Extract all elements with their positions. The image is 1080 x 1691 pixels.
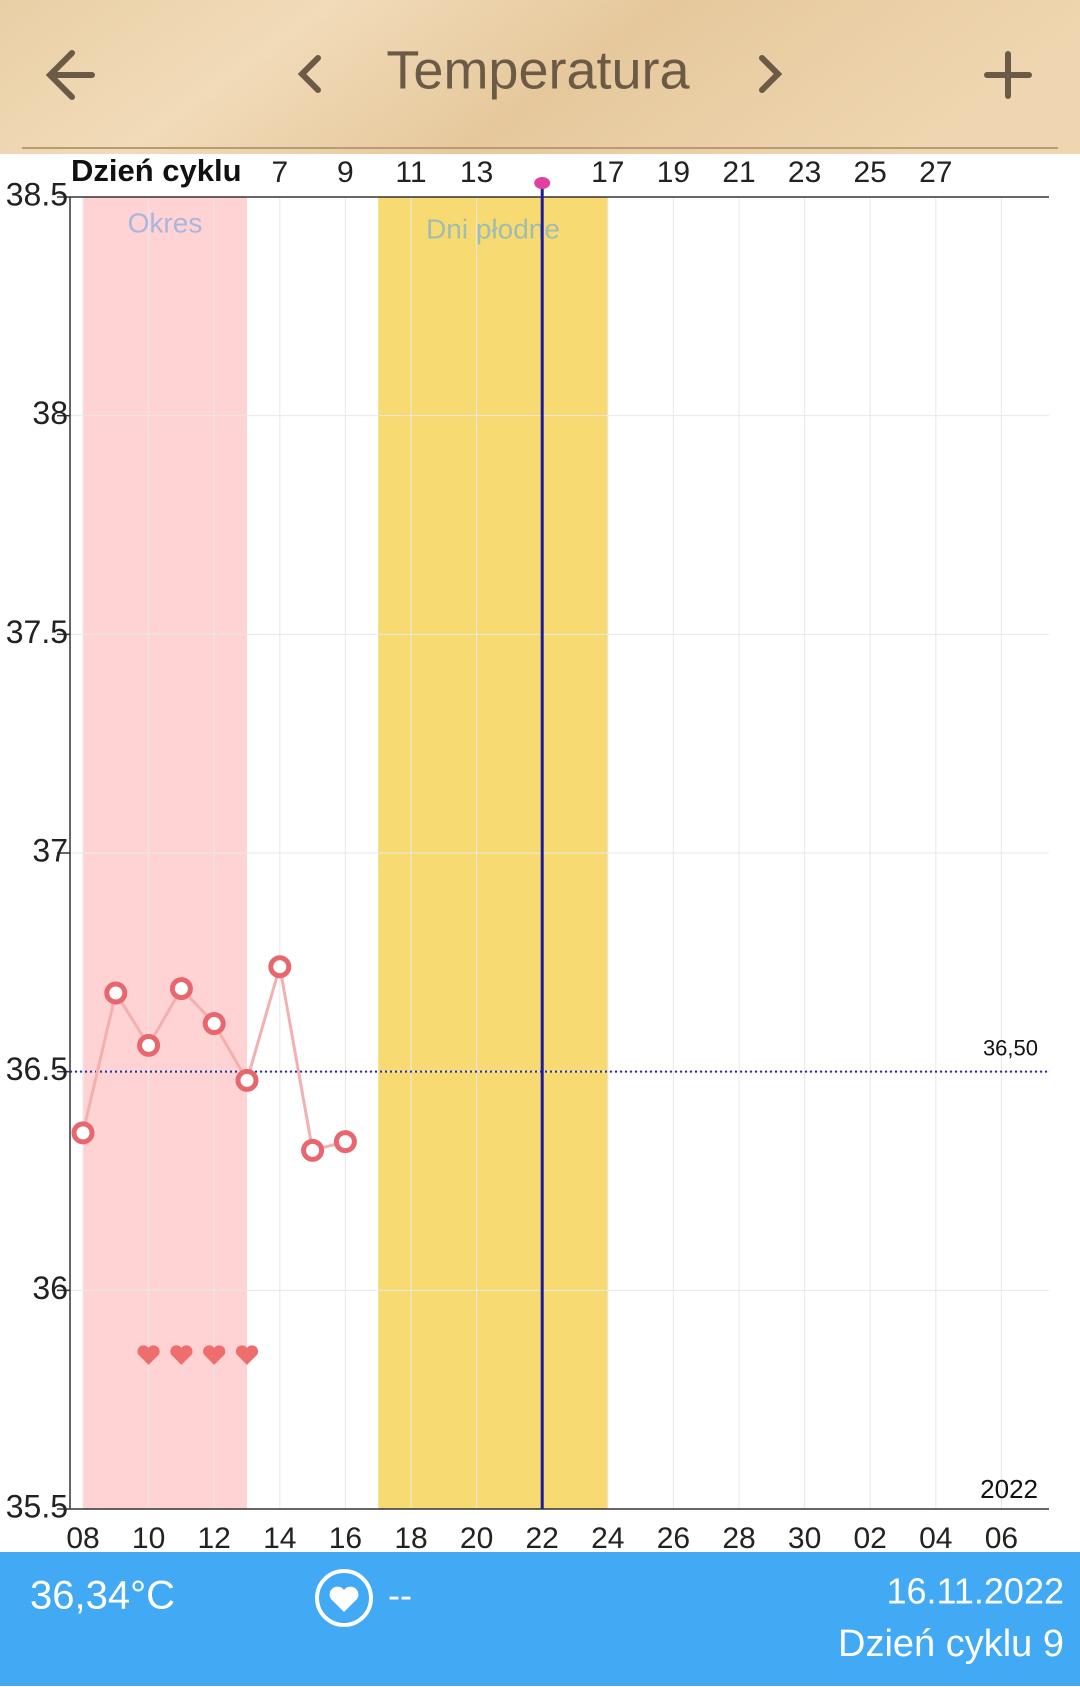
y-tick-label: 38.5 (6, 176, 68, 212)
y-tick-label: 37.5 (6, 614, 68, 650)
top-tick-label: 7 (271, 156, 288, 189)
x-tick-label: 28 (722, 1522, 755, 1555)
top-tick-label: 17 (591, 156, 624, 189)
temperature-point (104, 981, 128, 1005)
footer-pulse: -- (388, 1575, 412, 1616)
x-tick-label: 14 (263, 1522, 296, 1555)
temperature-point (235, 1068, 259, 1092)
y-tick-label: 35.5 (6, 1488, 68, 1524)
x-tick-label: 08 (66, 1522, 99, 1555)
x-tick-label: 20 (460, 1522, 493, 1555)
temperature-point (169, 977, 193, 1001)
y-tick-label: 36.5 (6, 1051, 68, 1087)
x-tick-label: 04 (919, 1522, 952, 1555)
footer-cycle-day: Dzień cyklu 9 (838, 1623, 1064, 1665)
reference-label: 36,50 (983, 1035, 1038, 1060)
footer-temperature: 36,34°C (30, 1574, 175, 1618)
y-tick-label: 37 (32, 832, 68, 868)
x-tick-label: 30 (788, 1522, 821, 1555)
heart-icon (137, 1345, 160, 1365)
chart: 35.5 36 36.5 37 37.5 38 38.5 Okres Dni płodne 36,… (6, 153, 1049, 1555)
header-bar (0, 0, 1080, 154)
band-label: Okres (128, 207, 203, 238)
top-axis-title: Dzień cyklu (71, 153, 242, 188)
footer-bar (0, 1552, 1080, 1686)
top-tick-label: 21 (722, 156, 755, 189)
temperature-point (71, 1121, 95, 1145)
footer-date: 16.11.2022 (886, 1571, 1064, 1612)
top-tick-label: 19 (657, 156, 690, 189)
header-title: Temperatura (386, 40, 690, 100)
top-tick-label: 27 (919, 156, 952, 189)
next-button[interactable] (759, 55, 783, 93)
temperature-point (268, 955, 292, 979)
temperature-point (137, 1033, 161, 1057)
pulse-icon[interactable] (315, 1569, 373, 1627)
x-tick-label: 26 (657, 1522, 690, 1555)
temperature-point (333, 1130, 357, 1154)
top-tick-label: 9 (337, 156, 354, 189)
pulse-heart (329, 1586, 359, 1612)
heart-icon (170, 1345, 193, 1365)
x-tick-label: 24 (591, 1522, 624, 1555)
x-tick-label: 18 (394, 1522, 427, 1555)
top-tick-label: 11 (395, 156, 426, 189)
add-button[interactable] (984, 51, 1032, 99)
x-tick-label: 22 (526, 1522, 559, 1555)
today-dot (534, 177, 551, 189)
top-tick-label: 23 (788, 156, 821, 189)
heart-icon (235, 1345, 259, 1365)
back-button[interactable] (45, 50, 95, 100)
temperature-point (301, 1138, 325, 1162)
temperature-point (202, 1012, 226, 1036)
x-tick-label: 10 (132, 1522, 165, 1555)
x-tick-label: 06 (985, 1522, 1018, 1555)
band-label: Dni płodne (426, 213, 560, 244)
prev-button[interactable] (297, 55, 321, 93)
x-tick-label: 12 (198, 1522, 231, 1555)
top-tick-label: 25 (854, 156, 887, 189)
y-tick-label: 36 (32, 1270, 68, 1306)
year-label: 2022 (980, 1474, 1038, 1504)
heart-icon (203, 1345, 226, 1365)
x-tick-label: 16 (329, 1522, 362, 1555)
x-tick-label: 02 (854, 1522, 887, 1555)
top-tick-label: 13 (460, 156, 493, 189)
y-tick-label: 38 (32, 395, 68, 431)
